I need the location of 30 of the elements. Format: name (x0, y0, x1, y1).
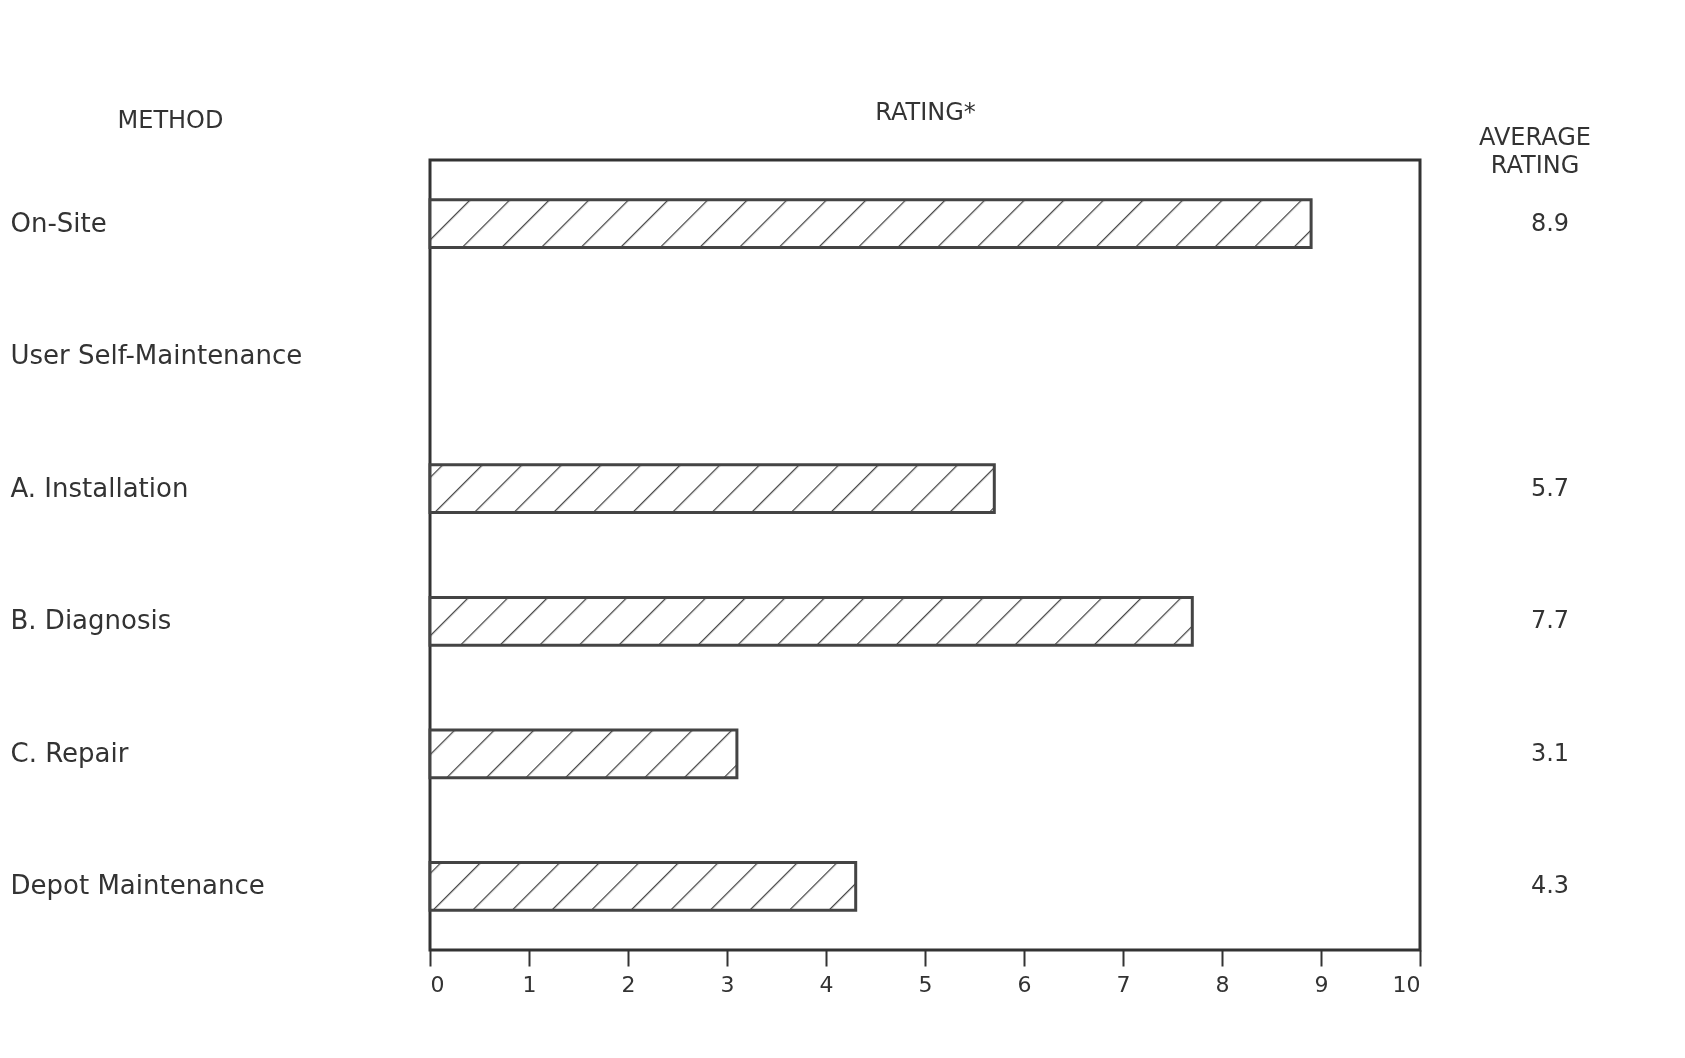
bar (428, 861, 858, 912)
x-tick-label: 3 (720, 971, 735, 997)
x-tick-label: 4 (819, 971, 834, 997)
y-axis-title: METHOD (117, 105, 224, 134)
x-tick-label: 8 (1215, 971, 1230, 997)
y-tick-label: C. Repair (10, 737, 129, 768)
y-tick-label: User Self-Maintenance (10, 340, 303, 371)
bar (428, 198, 1313, 249)
x-tick-label: 2 (621, 971, 636, 997)
x-tick-label: 0 (430, 971, 445, 997)
x-tick-label: 1 (522, 971, 537, 997)
bar (428, 728, 739, 780)
data-label: 4.3 (1530, 871, 1570, 900)
y-tick-label: On-Site (10, 207, 107, 238)
bar (428, 595, 1194, 647)
data-label: 8.9 (1530, 208, 1570, 237)
x-tick-label: 9 (1314, 971, 1329, 997)
x-tick-label: 7 (1116, 971, 1131, 997)
y-tick-label: Depot Maintenance (10, 870, 265, 901)
x-tick-label: 6 (1017, 971, 1032, 997)
data-label: 3.1 (1530, 738, 1570, 767)
y-tick-label: B. Diagnosis (10, 605, 172, 636)
x-tick-label: 10 (1392, 971, 1421, 997)
bar (428, 463, 996, 515)
data-label: 7.7 (1530, 606, 1570, 635)
text: AVERAGE RATING (1479, 123, 1591, 179)
data-label: 5.7 (1530, 473, 1570, 502)
x-axis-title: RATING* (875, 97, 976, 126)
y-tick-label: A. Installation (10, 472, 189, 503)
x-tick-label: 5 (918, 971, 933, 997)
